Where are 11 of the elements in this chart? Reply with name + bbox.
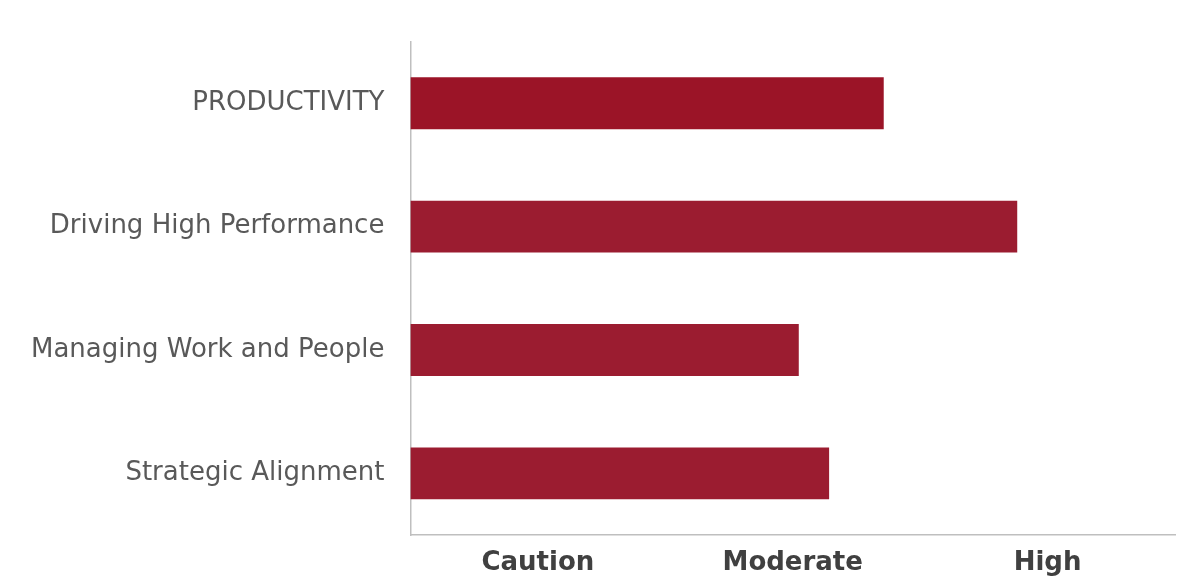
y-tick-label: PRODUCTIVITY xyxy=(192,86,385,117)
y-tick-label: Managing Work and People xyxy=(30,332,385,363)
bar xyxy=(410,200,1018,253)
text: Moderate xyxy=(722,545,863,576)
y-tick-label: Strategic Alignment xyxy=(125,456,385,487)
bar xyxy=(410,77,884,130)
y-tick-label: Driving High Performance xyxy=(49,209,385,240)
text: Caution xyxy=(481,545,595,576)
text: High xyxy=(1013,545,1082,576)
bar xyxy=(410,324,799,376)
bar xyxy=(410,447,830,500)
